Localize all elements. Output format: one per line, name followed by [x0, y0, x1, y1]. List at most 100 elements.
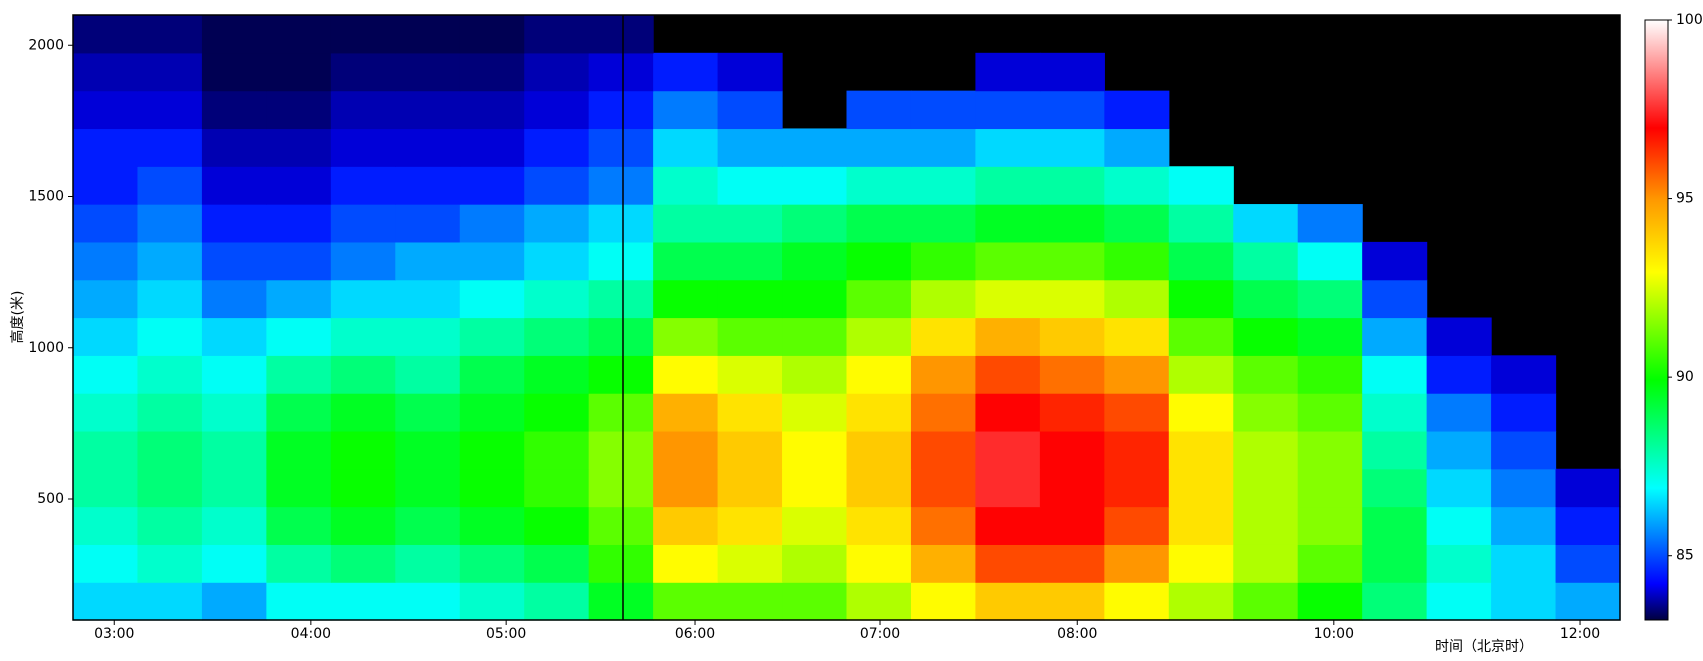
heatmap-cell — [201, 393, 267, 432]
heatmap-cell — [524, 506, 590, 545]
heatmap-cell — [524, 468, 590, 508]
heatmap-cell — [588, 204, 654, 243]
heatmap-cell — [588, 90, 654, 130]
heatmap-cell — [73, 393, 139, 432]
heatmap-cell — [73, 128, 139, 167]
heatmap-cell — [846, 241, 912, 281]
heatmap-cell — [1104, 204, 1170, 243]
heatmap-cell — [395, 430, 461, 470]
heatmap-cell — [1555, 582, 1621, 621]
heatmap-cell — [1039, 204, 1105, 243]
heatmap-cell — [846, 430, 912, 470]
heatmap-cell — [266, 166, 332, 205]
heatmap-cell — [782, 544, 848, 583]
heatmap-cell — [1168, 355, 1234, 394]
heatmap-cell — [782, 506, 848, 545]
y-tick-label: 1000 — [28, 340, 64, 356]
heatmap-cell — [1104, 128, 1170, 167]
heatmap-cell — [395, 317, 461, 356]
heatmap-cell — [1297, 355, 1363, 394]
heatmap-cell — [1233, 506, 1299, 545]
heatmap-cell — [1362, 430, 1428, 470]
heatmap-cell — [395, 204, 461, 243]
heatmap-cell — [1362, 241, 1428, 281]
heatmap-cell — [524, 241, 590, 281]
heatmap-cell — [717, 166, 783, 205]
heatmap-cell — [330, 430, 396, 470]
heatmap-cell — [459, 582, 525, 621]
heatmap-cell — [201, 241, 267, 281]
heatmap-cell — [717, 582, 783, 621]
heatmap-cell — [653, 544, 719, 583]
heatmap-cell — [910, 430, 977, 470]
heatmap-cell — [782, 355, 848, 394]
heatmap-cell — [1233, 393, 1299, 432]
heatmap-cell — [73, 582, 139, 621]
heatmap-cell — [910, 166, 977, 205]
heatmap-cell — [137, 204, 203, 243]
heatmap-cell — [201, 582, 267, 621]
heatmap-cell — [717, 128, 783, 167]
heatmap-cell — [1233, 582, 1299, 621]
heatmap-cell — [910, 241, 977, 281]
heatmap-cell — [975, 582, 1041, 621]
heatmap-cell — [846, 279, 912, 319]
heatmap-cell — [1233, 241, 1299, 281]
heatmap-cell — [1039, 430, 1105, 470]
heatmap-cell — [524, 317, 590, 356]
heatmap-cell — [73, 279, 139, 319]
heatmap-cell — [1297, 544, 1363, 583]
heatmap-cell — [524, 15, 590, 54]
heatmap-cell — [975, 506, 1041, 545]
heatmap-cell — [330, 279, 396, 319]
heatmap-cell — [73, 544, 139, 583]
heatmap-cell — [1426, 317, 1492, 356]
heatmap-cell — [717, 544, 783, 583]
heatmap-cell — [588, 468, 654, 508]
heatmap-cell — [137, 506, 203, 545]
heatmap-cell — [653, 355, 719, 394]
heatmap-cell — [588, 355, 654, 394]
heatmap-cell — [330, 241, 396, 281]
heatmap-cell — [1297, 204, 1363, 243]
heatmap-cell — [782, 393, 848, 432]
heatmap-cell — [1039, 317, 1105, 356]
heatmap-cell — [1362, 544, 1428, 583]
heatmap-cell — [330, 90, 396, 130]
heatmap-cell — [266, 430, 332, 470]
x-tick-label: 08:00 — [1057, 626, 1097, 642]
heatmap-cell — [459, 241, 525, 281]
heatmap-cell — [266, 128, 332, 167]
heatmap-cell — [717, 90, 783, 130]
colorbar-tick-label: 100 — [1676, 12, 1703, 28]
colorbar-tick-label: 95 — [1676, 191, 1694, 207]
heatmap-cell — [73, 468, 139, 508]
heatmap-cell — [717, 52, 783, 92]
heatmap-cell — [73, 52, 139, 92]
heatmap-cell — [524, 166, 590, 205]
heatmap-cell — [717, 506, 783, 545]
heatmap-cell — [1297, 241, 1363, 281]
heatmap-cell — [1362, 317, 1428, 356]
heatmap-cell — [524, 52, 590, 92]
heatmap-cell — [524, 128, 590, 167]
heatmap-cell — [1104, 90, 1170, 130]
heatmap-cell — [524, 582, 590, 621]
x-axis-label: 时间（北京时） — [1435, 639, 1533, 655]
heatmap-cell — [330, 317, 396, 356]
heatmap-cell — [395, 166, 461, 205]
heatmap-cell — [717, 430, 783, 470]
heatmap-cell — [1104, 279, 1170, 319]
colorbar — [1644, 19, 1669, 621]
heatmap-cell — [1168, 582, 1234, 621]
heatmap-cell — [1426, 355, 1492, 394]
heatmap-cell — [1168, 166, 1234, 205]
heatmap-cell — [524, 430, 590, 470]
heatmap-cell — [846, 317, 912, 356]
heatmap-cell — [201, 279, 267, 319]
heatmap-cell — [653, 430, 719, 470]
heatmap-cell — [459, 506, 525, 545]
heatmap-cell — [588, 582, 654, 621]
heatmap-cell — [782, 166, 848, 205]
heatmap-cell — [73, 355, 139, 394]
